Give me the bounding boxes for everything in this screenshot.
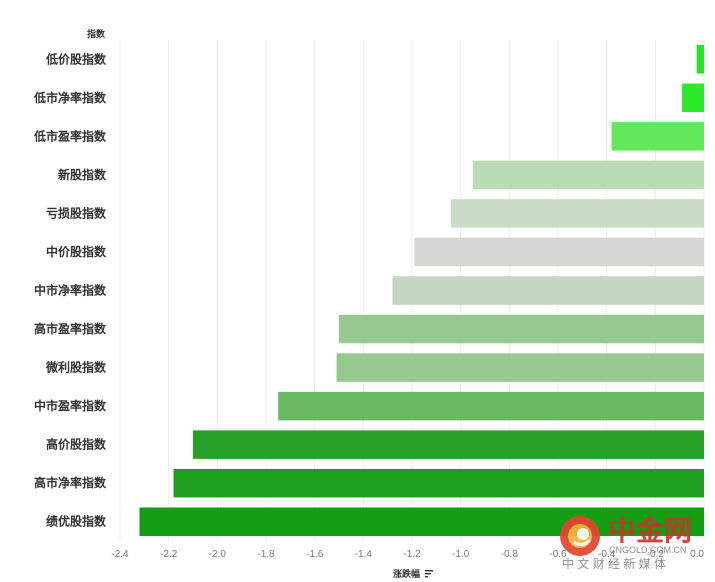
bar[interactable] bbox=[139, 507, 704, 536]
x-axis-title[interactable]: 涨跌幅 bbox=[393, 568, 433, 579]
category-label: 高市盈率指数 bbox=[34, 321, 107, 336]
category-label: 中市盈率指数 bbox=[34, 398, 107, 413]
bar[interactable] bbox=[278, 391, 704, 421]
bar[interactable] bbox=[193, 430, 704, 459]
x-tick-label: -1.6 bbox=[306, 549, 324, 560]
bar[interactable] bbox=[472, 160, 704, 190]
category-label: 低市盈率指数 bbox=[33, 128, 107, 143]
category-label: 新股指数 bbox=[58, 167, 107, 182]
x-tick-label: -1.2 bbox=[403, 549, 421, 560]
category-label: 微利股指数 bbox=[45, 360, 107, 375]
bar[interactable] bbox=[682, 83, 704, 113]
x-tick-label: -0.8 bbox=[501, 549, 519, 560]
category-label: 中价股指数 bbox=[46, 244, 107, 259]
bars bbox=[139, 45, 705, 536]
bar[interactable] bbox=[696, 45, 704, 74]
category-label: 高价股指数 bbox=[46, 437, 107, 452]
svg-text:涨跌幅: 涨跌幅 bbox=[393, 568, 420, 579]
watermark-logo-text: 中金网 bbox=[608, 514, 692, 546]
bar[interactable] bbox=[392, 276, 704, 305]
watermark-url: CNGOLD.COM.CN bbox=[609, 545, 687, 555]
bar[interactable] bbox=[336, 353, 704, 382]
category-labels: 低价股指数低市净率指数低市盈率指数新股指数亏损股指数中价股指数中市净率指数高市盈… bbox=[33, 51, 107, 528]
bar[interactable] bbox=[414, 237, 704, 267]
x-tick-labels: -2.4 -2.2 -2.0 -1.8 -1.6 -1.4 -1.2 -1.0 -0.8 -0.6… bbox=[111, 549, 704, 560]
category-label: 中市净率指数 bbox=[34, 283, 107, 298]
bar[interactable] bbox=[611, 122, 704, 151]
bar[interactable] bbox=[173, 468, 705, 498]
x-tick-label: -0.4 bbox=[598, 549, 616, 560]
x-tick-label: -2.0 bbox=[209, 549, 227, 560]
cngold-logo-icon bbox=[560, 516, 600, 556]
x-tick-label: -0.6 bbox=[549, 549, 567, 560]
category-label: 高市净率指数 bbox=[34, 475, 107, 490]
x-tick-label: -2.2 bbox=[160, 549, 178, 560]
x-tick-label: -1.8 bbox=[257, 549, 275, 560]
bar[interactable] bbox=[339, 314, 704, 344]
bar[interactable] bbox=[450, 199, 704, 228]
y-axis-title: 指数 bbox=[87, 28, 106, 39]
x-tick-label: -2.4 bbox=[111, 549, 129, 560]
category-label: 低价股指数 bbox=[45, 51, 107, 66]
category-label: 亏损股指数 bbox=[46, 205, 107, 220]
watermark: 中金网 CNGOLD.COM.CN 中 文 财 经 新 媒 体 bbox=[560, 514, 692, 571]
category-label: 绩优股指数 bbox=[46, 514, 107, 529]
x-tick-label: -1.0 bbox=[452, 549, 470, 560]
sort-icon[interactable] bbox=[425, 570, 433, 578]
x-tick-label: -0.2 bbox=[647, 549, 665, 560]
x-tick-label: -1.4 bbox=[355, 549, 373, 560]
watermark-tagline: 中 文 财 经 新 媒 体 bbox=[562, 556, 666, 571]
x-tick-label: 0.0 bbox=[690, 549, 704, 560]
category-label: 低市净率指数 bbox=[33, 90, 107, 105]
